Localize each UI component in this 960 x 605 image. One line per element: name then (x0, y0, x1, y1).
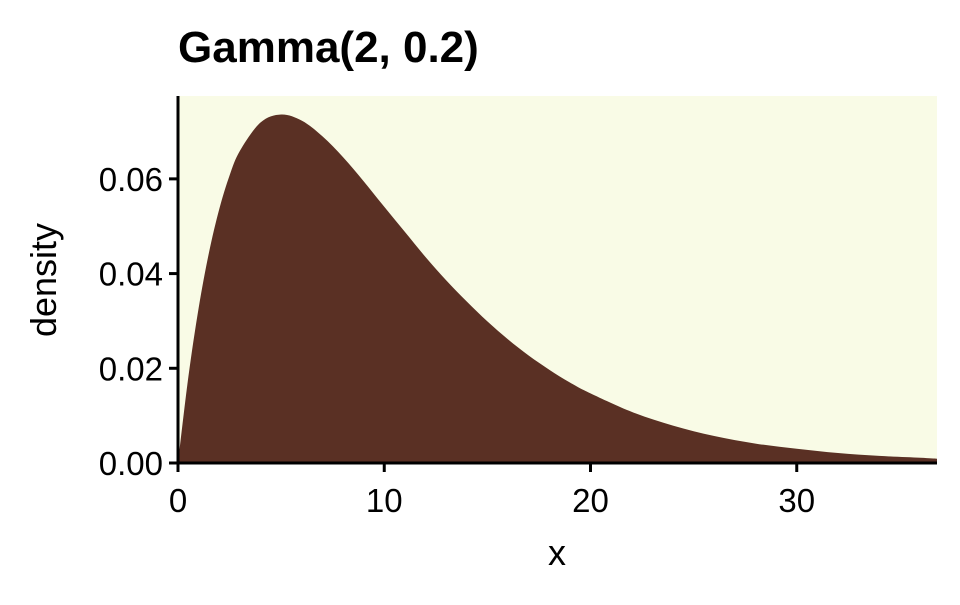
y-axis-title: density (23, 223, 64, 337)
y-tick-label: 0.06 (99, 161, 163, 198)
y-tick-label: 0.00 (99, 445, 163, 482)
x-tick-label: 20 (572, 482, 609, 519)
chart-title: Gamma(2, 0.2) (178, 23, 479, 72)
y-tick-label: 0.04 (99, 256, 163, 293)
x-tick-label: 10 (366, 482, 403, 519)
x-axis-ticks: 0 10 20 30 (169, 463, 815, 519)
y-tick-label: 0.02 (99, 350, 163, 387)
x-tick-label: 0 (169, 482, 187, 519)
x-axis-title: x (548, 532, 566, 573)
x-tick-label: 30 (778, 482, 815, 519)
density-area (178, 114, 937, 464)
y-axis-ticks: 0.00 0.02 0.04 0.06 (99, 161, 178, 482)
